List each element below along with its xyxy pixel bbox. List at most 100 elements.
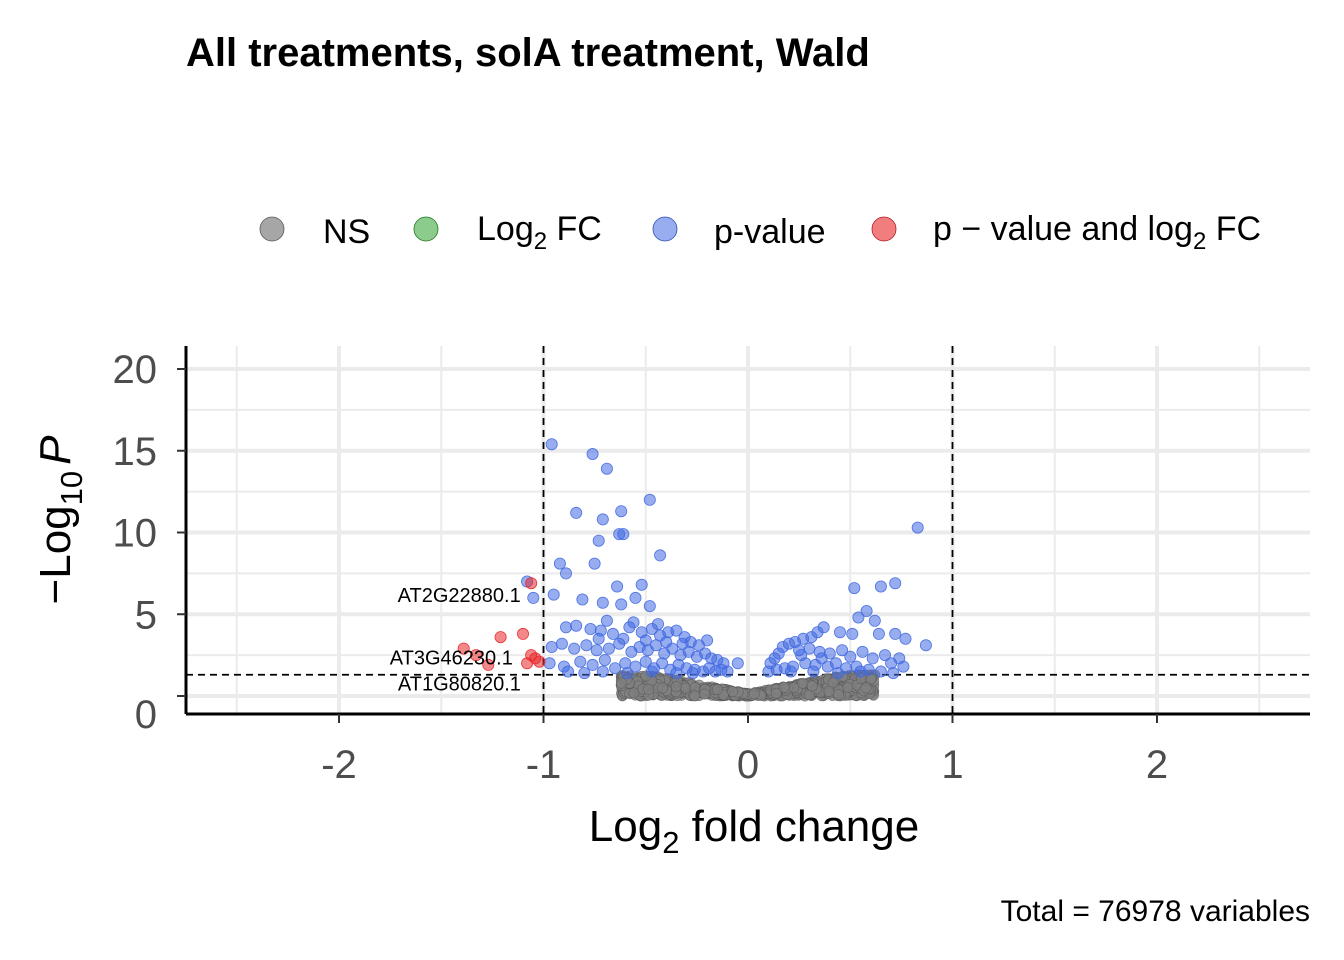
point-p-value xyxy=(574,655,587,668)
point-p-and-fc xyxy=(494,631,507,644)
point-ns xyxy=(748,688,760,700)
x-tick-label: -1 xyxy=(526,743,562,787)
point-p-value xyxy=(578,667,591,680)
point-p-value xyxy=(545,438,558,451)
point-p-value xyxy=(815,652,828,665)
x-tick-label: -2 xyxy=(321,743,357,787)
point-p-value xyxy=(635,578,648,591)
point-p-value xyxy=(652,618,665,631)
legend-swatch-ns xyxy=(259,216,285,242)
point-p-value xyxy=(660,636,673,649)
y-tick-label: 0 xyxy=(135,693,157,737)
point-p-and-fc xyxy=(533,655,546,668)
gene-label: AT1G80820.1 xyxy=(398,674,521,696)
x-axis-title-sub: 2 xyxy=(662,825,679,860)
point-p-value xyxy=(868,614,881,627)
point-p-value xyxy=(639,655,652,668)
point-p-value xyxy=(615,505,628,518)
point-p-value xyxy=(621,667,634,680)
point-p-value xyxy=(600,462,613,475)
point-p-and-fc xyxy=(457,642,470,655)
point-p-value xyxy=(545,641,558,654)
point-p-value xyxy=(643,493,656,506)
point-p-value xyxy=(795,649,808,662)
legend-label-both: p − value and log2 FC xyxy=(933,210,1261,255)
point-ns xyxy=(699,688,710,700)
legend-label-fc: Log2 FC xyxy=(477,210,602,255)
point-p-value xyxy=(600,614,613,627)
point-p-value xyxy=(629,660,642,673)
x-tick-label: 0 xyxy=(737,743,759,787)
point-p-value xyxy=(543,657,556,670)
point-p-value xyxy=(848,582,861,595)
legend-fc-base: Log xyxy=(477,210,534,248)
point-p-value xyxy=(598,654,611,667)
point-p-value xyxy=(586,658,599,671)
point-p-value xyxy=(887,667,900,680)
legend-label-p: p-value xyxy=(714,213,826,251)
point-p-value xyxy=(553,557,566,570)
point-p-value xyxy=(592,632,605,645)
point-p-value xyxy=(911,521,924,534)
point-ns xyxy=(823,686,835,697)
legend-both-base: p − value and log xyxy=(933,210,1193,248)
x-axis-title-rest: fold change xyxy=(679,802,919,851)
point-p-value xyxy=(670,667,683,680)
point-p-value xyxy=(596,665,609,678)
point-p-value xyxy=(547,588,560,601)
point-ns xyxy=(770,687,782,699)
point-ns xyxy=(842,682,854,693)
legend-swatch-fc xyxy=(413,216,439,242)
point-p-value xyxy=(731,657,744,670)
point-p-value xyxy=(639,634,652,647)
point-p-value xyxy=(560,621,573,634)
point-p-value xyxy=(874,665,887,678)
point-p-value xyxy=(596,596,609,609)
point-ns xyxy=(628,687,640,699)
point-ns xyxy=(727,686,738,697)
point-p-value xyxy=(611,580,624,593)
x-tick-label: 2 xyxy=(1146,743,1168,787)
point-p-value xyxy=(852,611,865,624)
point-ns xyxy=(643,683,655,695)
point-p-value xyxy=(762,665,775,678)
point-p-value xyxy=(609,662,622,675)
y-axis-title-var: P xyxy=(31,435,80,465)
point-p-value xyxy=(821,660,834,673)
point-p-value xyxy=(619,657,632,670)
data-points xyxy=(457,438,932,702)
point-ns xyxy=(788,682,800,693)
y-axis-ticks: 0 5 10 15 20 xyxy=(113,348,186,737)
point-p-value xyxy=(654,549,667,562)
gene-label: AT3G46230.1 xyxy=(390,647,513,669)
point-p-value xyxy=(686,667,699,680)
point-ns xyxy=(670,681,682,693)
point-p-value xyxy=(889,627,902,640)
point-p-value xyxy=(721,665,734,678)
point-p-value xyxy=(570,619,583,632)
gene-label: AT2G22880.1 xyxy=(398,585,521,607)
point-p-value xyxy=(645,665,658,678)
x-axis-title: Log2 fold change xyxy=(589,802,919,860)
point-p-value xyxy=(560,567,573,580)
point-p-value xyxy=(844,650,857,663)
point-p-value xyxy=(570,506,583,519)
point-p-value xyxy=(650,639,663,652)
legend-label-ns: NS xyxy=(323,213,370,251)
point-p-value xyxy=(919,639,932,652)
point-p-value xyxy=(860,605,873,618)
y-tick-label: 10 xyxy=(113,512,158,556)
point-p-value xyxy=(592,534,605,547)
point-p-value xyxy=(676,637,689,650)
y-axis-title-sub: 10 xyxy=(54,471,89,505)
point-p-value xyxy=(899,632,912,645)
y-tick-label: 5 xyxy=(135,593,157,637)
point-p-value xyxy=(643,600,656,613)
point-p-value xyxy=(879,649,892,662)
point-p-value xyxy=(854,665,867,678)
point-p-and-fc xyxy=(482,658,495,671)
point-p-value xyxy=(627,616,640,629)
point-p-value xyxy=(872,627,885,640)
y-tick-label: 20 xyxy=(113,348,158,392)
point-p-value xyxy=(586,447,599,460)
